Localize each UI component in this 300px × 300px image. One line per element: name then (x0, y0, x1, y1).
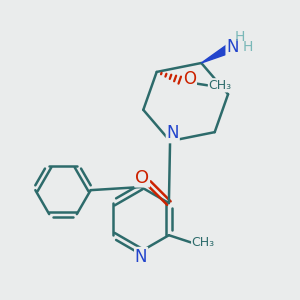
Text: O: O (135, 169, 149, 187)
Polygon shape (201, 45, 231, 63)
Text: O: O (183, 70, 196, 88)
Text: N: N (167, 124, 179, 142)
Text: CH₃: CH₃ (192, 236, 215, 249)
Text: H: H (235, 30, 245, 44)
Text: CH₃: CH₃ (208, 79, 232, 92)
Text: N: N (226, 38, 239, 56)
Text: N: N (135, 248, 147, 266)
Text: H: H (242, 40, 253, 54)
